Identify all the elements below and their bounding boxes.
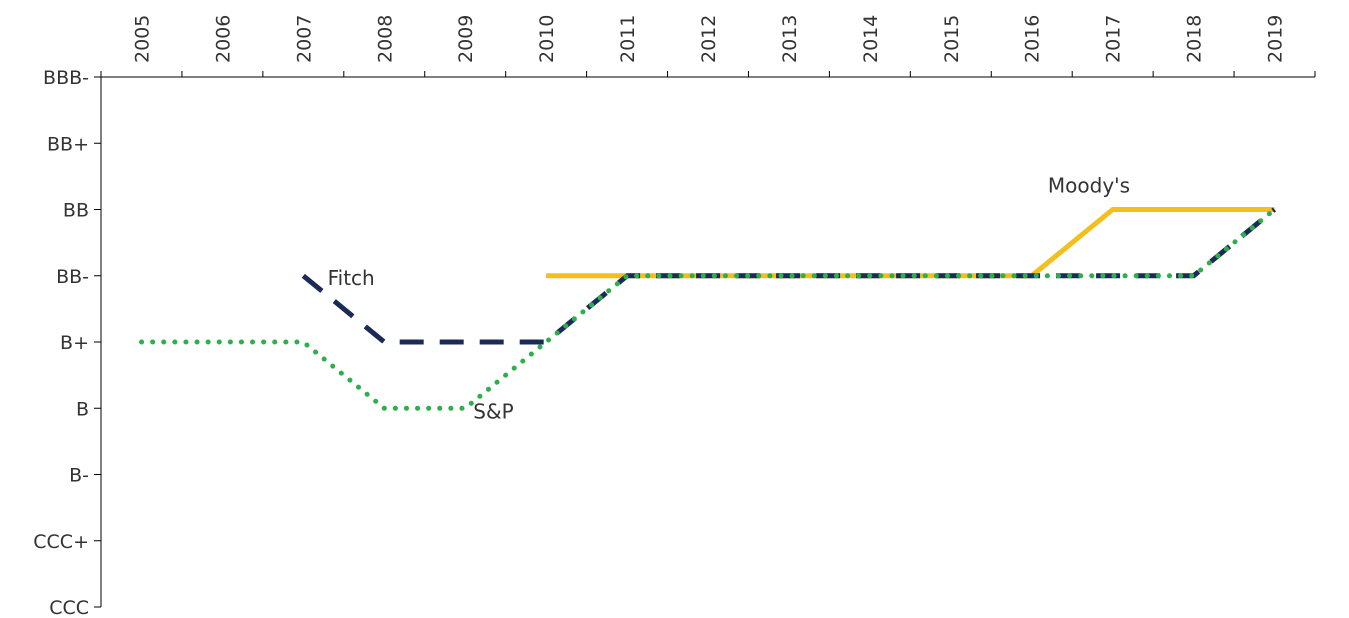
series-labels: Moody's Fitch S&P (328, 174, 1130, 424)
y-tick-label: BB- (56, 266, 89, 288)
x-tick-label: 2014 (860, 15, 882, 63)
x-tick-label: 2015 (941, 15, 963, 63)
x-tick-label: 2011 (617, 15, 639, 63)
series-line-fitch (301, 207, 1277, 345)
y-tick-label: BBB- (43, 67, 89, 89)
y-tick-label: CCC+ (33, 531, 89, 553)
x-tick-label: 2009 (455, 15, 477, 63)
chart-series (139, 207, 1277, 411)
series-label-moody-s: Moody's (1048, 174, 1130, 198)
y-tick-label: B+ (60, 332, 89, 354)
x-tick-label: 2010 (536, 15, 558, 63)
x-tick-label: 2005 (131, 15, 153, 63)
x-tick-label: 2012 (698, 15, 720, 63)
y-tick-label: B- (69, 465, 89, 487)
series-label-fitch: Fitch (328, 266, 375, 290)
x-tick-label: 2008 (374, 15, 396, 63)
y-tick-label: CCC (49, 597, 89, 618)
x-tick-label: 2019 (1265, 15, 1287, 63)
series-label-s-p: S&P (473, 399, 513, 423)
x-tick-label: 2013 (779, 15, 801, 63)
y-tick-label: B (76, 398, 89, 420)
y-tick-label: BB (63, 200, 89, 222)
x-tick-label: 2006 (212, 15, 234, 63)
x-tick-label: 2016 (1022, 15, 1044, 63)
y-tick-label: BB+ (47, 133, 89, 155)
series-line-s-p (139, 207, 1277, 411)
series-line-moody-s (546, 207, 1275, 279)
x-tick-label: 2017 (1103, 15, 1125, 63)
x-tick-label: 2007 (293, 15, 315, 63)
x-tick-label: 2018 (1184, 15, 1206, 63)
chart-axes: 2005 2006 2007 2008 2009 2010 2011 2012 2013 2014… (33, 15, 1316, 618)
